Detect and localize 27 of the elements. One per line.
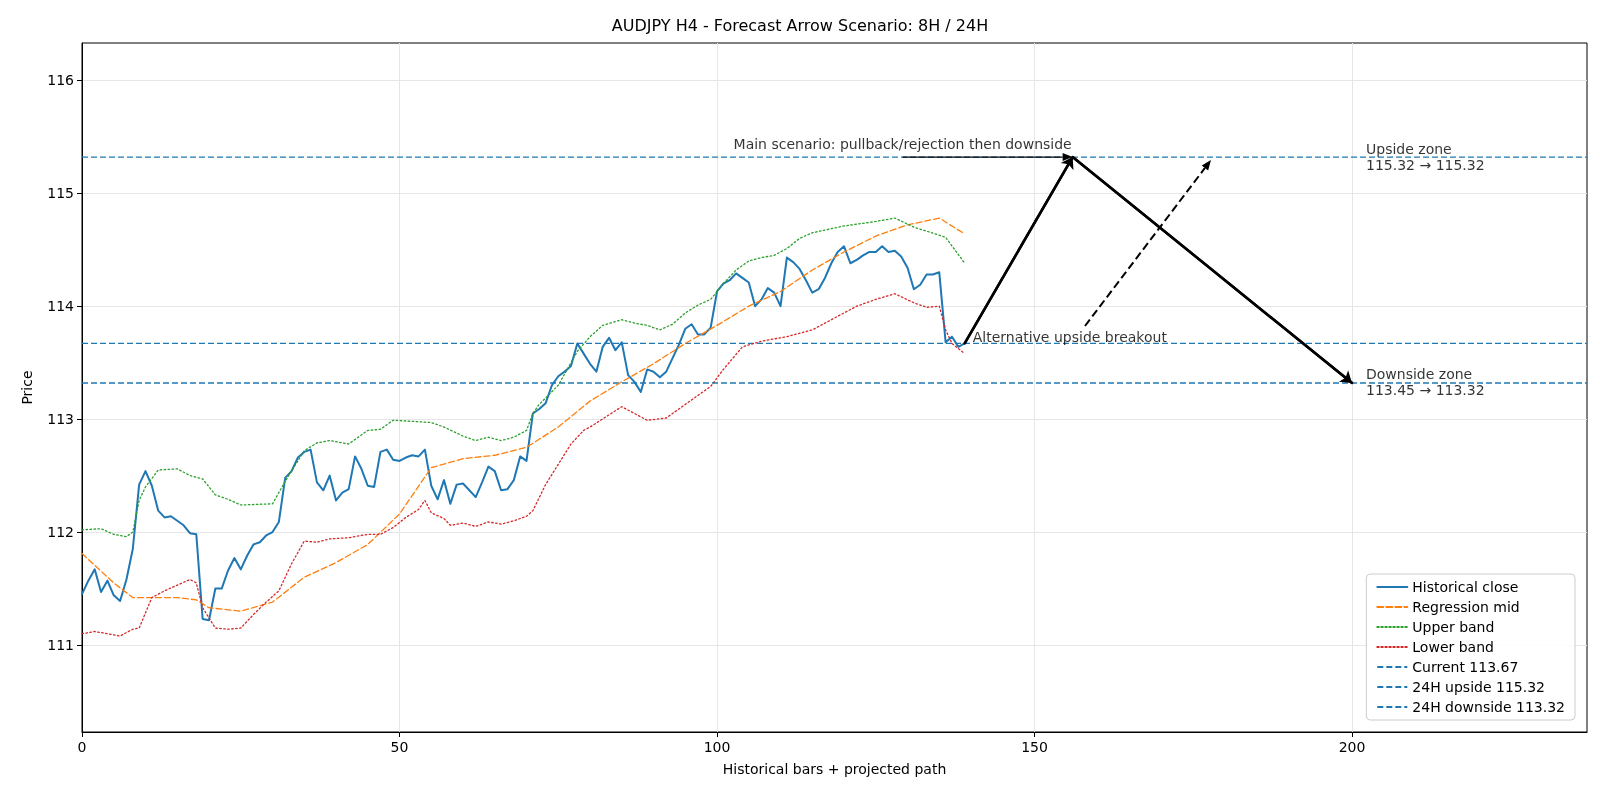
- x-tick-label: 0: [77, 739, 87, 755]
- annotation: Upside zone 115.32 → 115.32: [1366, 141, 1485, 174]
- line-series: [81, 293, 966, 637]
- x-tick-label: 150: [1021, 739, 1048, 755]
- y-tick-label: 112: [47, 524, 74, 541]
- annotation: Downside zone 113.45 → 113.32: [1366, 365, 1485, 398]
- x-tick-label: 100: [703, 739, 731, 755]
- legend-label: Lower band: [1412, 639, 1494, 655]
- y-tick-label: 116: [47, 72, 75, 89]
- legend-label: Regression mid: [1412, 599, 1520, 615]
- y-axis-title: Price: [19, 370, 35, 405]
- legend-label: Upper band: [1412, 619, 1495, 635]
- x-axis-title: Historical bars + projected path: [722, 761, 947, 777]
- annotation: Main scenario: pullback/rejection then downside: [733, 136, 1072, 153]
- y-tick-label: 115: [47, 185, 74, 202]
- x-tick-label: 50: [390, 739, 409, 755]
- y-tick-label: 111: [47, 637, 74, 654]
- y-tick-label: 113: [47, 411, 74, 428]
- line-series: [81, 217, 966, 538]
- x-tick-label: 200: [1338, 739, 1366, 755]
- legend-label: Current 113.67: [1412, 659, 1519, 675]
- chart-title: AUDJPY H4 - Forecast Arrow Scenario: 8H / 24H: [611, 15, 989, 35]
- y-tick-label: 114: [47, 298, 75, 315]
- annotation: Alternative upside breakout: [972, 329, 1168, 346]
- legend-label: 24H downside 113.32: [1412, 699, 1565, 715]
- legend-label: 24H upside 115.32: [1412, 679, 1545, 695]
- legend-label: Historical close: [1412, 579, 1519, 595]
